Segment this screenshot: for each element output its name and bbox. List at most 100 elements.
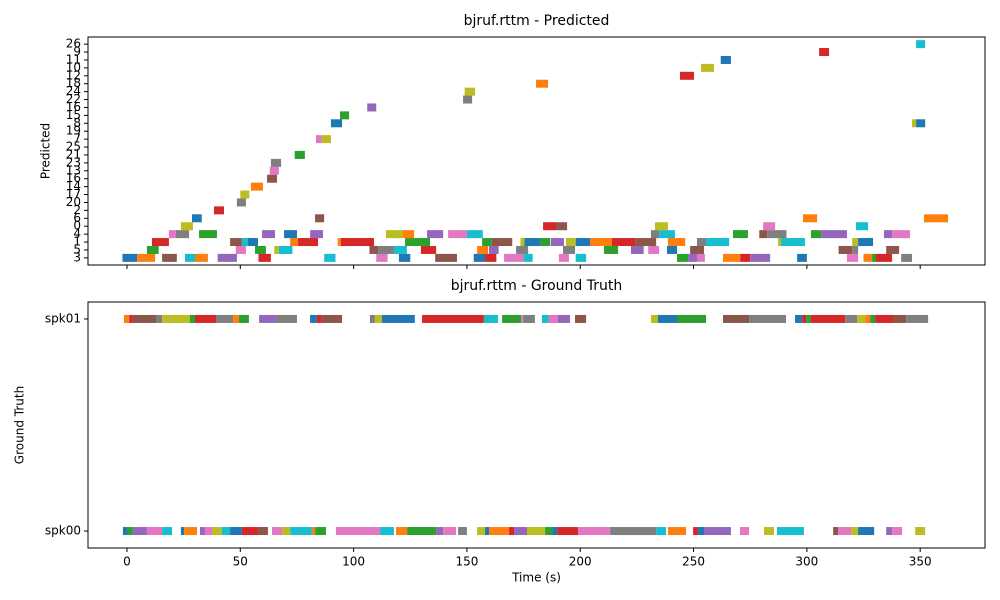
segment xyxy=(435,253,457,262)
segment xyxy=(892,527,903,536)
segment xyxy=(269,166,279,175)
segment xyxy=(575,314,587,323)
segment xyxy=(677,253,689,262)
subplot-title: bjruf.rttm - Predicted xyxy=(464,13,610,29)
segment xyxy=(875,253,893,262)
y-tick-label: 1 xyxy=(73,235,81,249)
segment xyxy=(217,253,237,262)
segment xyxy=(132,314,156,323)
segment xyxy=(477,245,489,254)
segment xyxy=(611,238,636,247)
segment xyxy=(310,230,324,239)
segment xyxy=(230,527,242,536)
segment xyxy=(892,314,907,323)
y-tick-label: 4 xyxy=(73,227,81,241)
segment xyxy=(315,214,325,223)
segment xyxy=(180,222,193,231)
segment xyxy=(281,527,291,536)
segment xyxy=(155,314,163,323)
segment xyxy=(477,527,486,536)
segment xyxy=(278,245,293,254)
segment xyxy=(124,314,130,323)
segment xyxy=(524,238,541,247)
segment xyxy=(886,245,900,254)
segment xyxy=(420,245,437,254)
segment xyxy=(194,253,208,262)
segment xyxy=(324,253,336,262)
segment xyxy=(192,214,202,223)
segment xyxy=(427,230,444,239)
y-tick-label: 5 xyxy=(73,242,81,256)
segment xyxy=(214,206,224,215)
segment xyxy=(852,245,859,254)
segment xyxy=(448,230,467,239)
segment xyxy=(810,230,822,239)
segment xyxy=(340,111,350,120)
segment xyxy=(335,527,381,536)
segment xyxy=(906,314,929,323)
y-tick-label: 3 xyxy=(73,250,81,264)
segment xyxy=(180,527,185,536)
segment xyxy=(732,230,748,239)
segment xyxy=(272,527,282,536)
y-tick-label: 26 xyxy=(66,37,81,51)
segment xyxy=(122,527,127,536)
segment xyxy=(175,230,190,239)
y-tick-label: 13 xyxy=(66,163,81,177)
x-tick-label: 100 xyxy=(342,555,365,569)
segment xyxy=(604,245,619,254)
segment xyxy=(858,238,874,247)
segment xyxy=(298,238,319,247)
segment xyxy=(290,238,299,247)
axes-frame xyxy=(87,301,986,549)
y-tick-label: 19 xyxy=(66,124,81,138)
segment xyxy=(248,238,258,247)
x-tick-label: 150 xyxy=(455,555,478,569)
segment xyxy=(233,314,239,323)
segment xyxy=(679,71,695,80)
segment xyxy=(395,527,408,536)
segment xyxy=(565,238,576,247)
segment xyxy=(749,314,787,323)
segment xyxy=(545,527,553,536)
segment xyxy=(688,253,697,262)
segment xyxy=(723,253,741,262)
segment xyxy=(168,230,176,239)
x-tick-label: 50 xyxy=(233,555,248,569)
segment xyxy=(610,527,657,536)
segment xyxy=(321,314,343,323)
y-tick-label: 25 xyxy=(66,140,81,154)
segment xyxy=(367,103,377,112)
segment xyxy=(502,314,522,323)
segment xyxy=(521,314,524,323)
segment xyxy=(833,527,839,536)
segment xyxy=(819,48,830,57)
segment xyxy=(199,230,217,239)
segment xyxy=(536,79,549,88)
segment xyxy=(838,245,853,254)
x-tick-label: 250 xyxy=(682,555,705,569)
segment xyxy=(558,314,571,323)
y-tick-label: 10 xyxy=(66,60,81,74)
segment xyxy=(577,527,611,536)
segment xyxy=(491,238,513,247)
x-tick-label: 300 xyxy=(795,555,818,569)
segment xyxy=(795,314,803,323)
segment xyxy=(436,527,444,536)
segment xyxy=(258,253,271,262)
segment xyxy=(802,314,807,323)
segment xyxy=(259,314,277,323)
segment xyxy=(485,527,490,536)
segment xyxy=(540,238,551,247)
segment xyxy=(575,238,590,247)
segment xyxy=(489,527,510,536)
segment xyxy=(863,253,873,262)
segment xyxy=(240,190,250,199)
y-tick-label: 12 xyxy=(66,68,81,82)
segment xyxy=(126,527,133,536)
segment xyxy=(274,245,279,254)
segment xyxy=(740,527,750,536)
y-tick-label: 24 xyxy=(66,84,81,98)
segment xyxy=(650,314,658,323)
segment xyxy=(631,245,644,254)
